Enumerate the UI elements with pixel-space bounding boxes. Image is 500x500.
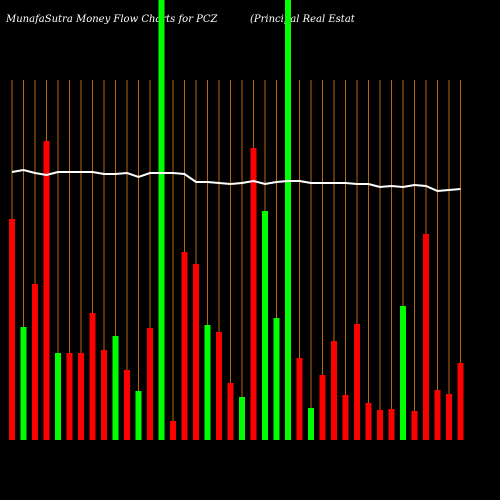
bar	[342, 395, 349, 440]
bar	[43, 141, 50, 440]
bar	[170, 421, 176, 440]
bar	[227, 383, 234, 440]
bar	[66, 353, 73, 440]
bar	[308, 408, 314, 440]
bar	[411, 411, 418, 440]
bar	[20, 327, 27, 440]
bar	[101, 350, 107, 440]
bar	[319, 375, 326, 440]
bar	[124, 370, 130, 440]
bar	[296, 358, 303, 440]
bar	[457, 363, 464, 440]
bar	[55, 353, 61, 440]
bar	[181, 252, 188, 440]
bar	[9, 219, 15, 440]
bar	[446, 394, 452, 440]
bar	[331, 341, 337, 440]
bar	[377, 410, 383, 440]
bar	[193, 264, 199, 440]
bar	[423, 234, 429, 440]
chart-subtitle: (Principal Real Estat	[250, 14, 356, 25]
bar	[262, 211, 268, 440]
bar	[112, 336, 119, 440]
bar	[158, 0, 165, 440]
bar	[32, 284, 38, 440]
bar	[285, 0, 291, 440]
bar	[365, 403, 372, 440]
bar	[135, 391, 142, 440]
bar	[89, 313, 96, 440]
bar	[273, 318, 280, 440]
bar	[434, 390, 441, 440]
bar	[388, 409, 395, 440]
bar	[400, 306, 406, 440]
bar	[250, 148, 257, 440]
bar	[78, 353, 84, 440]
bar	[354, 324, 360, 440]
bar	[204, 325, 211, 440]
chart-title: MunafaSutra Money Flow Charts for PCZ	[5, 14, 219, 25]
bar	[147, 328, 153, 440]
bar	[239, 397, 245, 440]
money-flow-line	[11, 168, 461, 193]
bar	[216, 332, 222, 440]
